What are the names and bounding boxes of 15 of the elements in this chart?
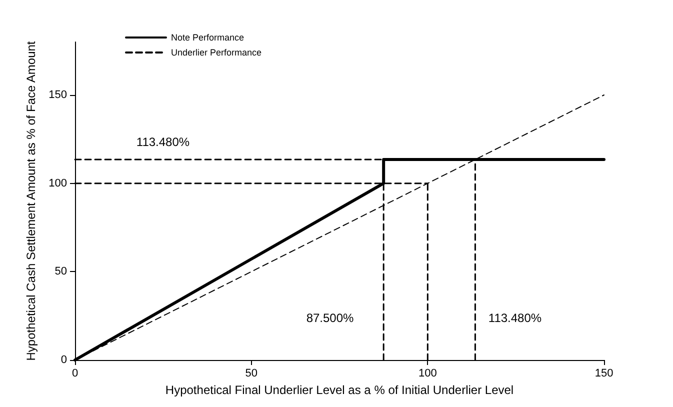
y-tick-label: 0 (60, 354, 67, 366)
annotation: 113.480% (136, 135, 190, 149)
y-tick-label: 50 (54, 266, 67, 278)
y-axis-title: Hypothetical Cash Settlement Amount as % of Face Amount (24, 40, 38, 361)
x-tick-label: 150 (594, 368, 614, 380)
x-tick-label: 0 (72, 368, 78, 380)
annotation: 87.500% (306, 311, 354, 325)
x-axis-title: Hypothetical Final Underlier Level as a % of Initial Underlier Level (165, 382, 514, 397)
x-tick-label: 100 (418, 368, 437, 380)
x-tick-label: 50 (245, 368, 258, 380)
y-tick-label: 100 (48, 177, 67, 190)
legend-label: Underlier Performance (171, 48, 262, 58)
annotation: 113.480% (488, 311, 542, 325)
y-tick-label: 150 (48, 89, 67, 101)
legend-label: Note Performance (171, 32, 244, 42)
